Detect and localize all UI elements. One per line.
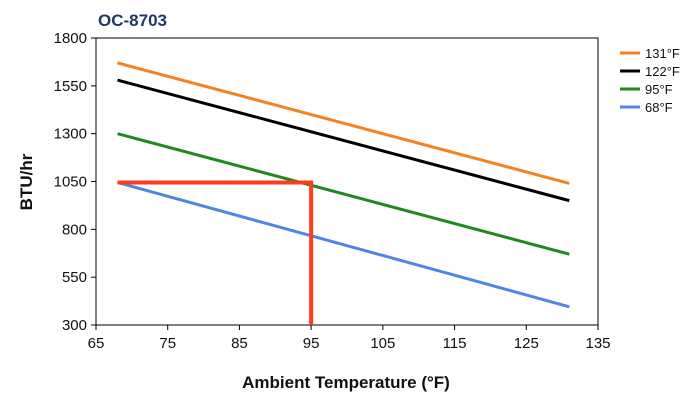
x-tick-label: 65 [88, 335, 105, 352]
x-tick-label: 115 [443, 335, 467, 352]
y-tick-label: 1050 [54, 174, 87, 191]
chart-title: OC-8703 [98, 11, 167, 30]
legend-label: 122°F [645, 64, 680, 79]
x-tick-label: 105 [370, 335, 395, 352]
y-tick-label: 800 [62, 221, 87, 238]
x-axis-title: Ambient Temperature (°F) [242, 373, 450, 392]
y-tick-label: 1800 [54, 30, 87, 47]
x-tick-label: 125 [514, 335, 539, 352]
y-tick-label: 1300 [54, 126, 87, 143]
y-tick-label: 550 [62, 269, 87, 286]
y-tick-label: 300 [62, 317, 87, 334]
legend-label: 68°F [645, 100, 673, 115]
series-line-95FF [117, 132, 570, 256]
legend: 131°F 122°F 95°F 68°F [620, 46, 680, 115]
series-line-122FF [117, 78, 570, 203]
x-tick-label: 75 [159, 335, 176, 352]
x-tick-label: 85 [231, 335, 248, 352]
x-tick-label: 95 [303, 335, 320, 352]
series-line-131FF [117, 61, 570, 185]
series-line-68FF [117, 181, 570, 309]
legend-label: 131°F [645, 46, 680, 61]
legend-label: 95°F [645, 82, 673, 97]
x-tick-label: 135 [585, 335, 610, 352]
lookup-annotation-line [117, 180, 314, 325]
y-axis-title: BTU/hr [17, 153, 36, 210]
y-tick-label: 1550 [54, 78, 87, 95]
